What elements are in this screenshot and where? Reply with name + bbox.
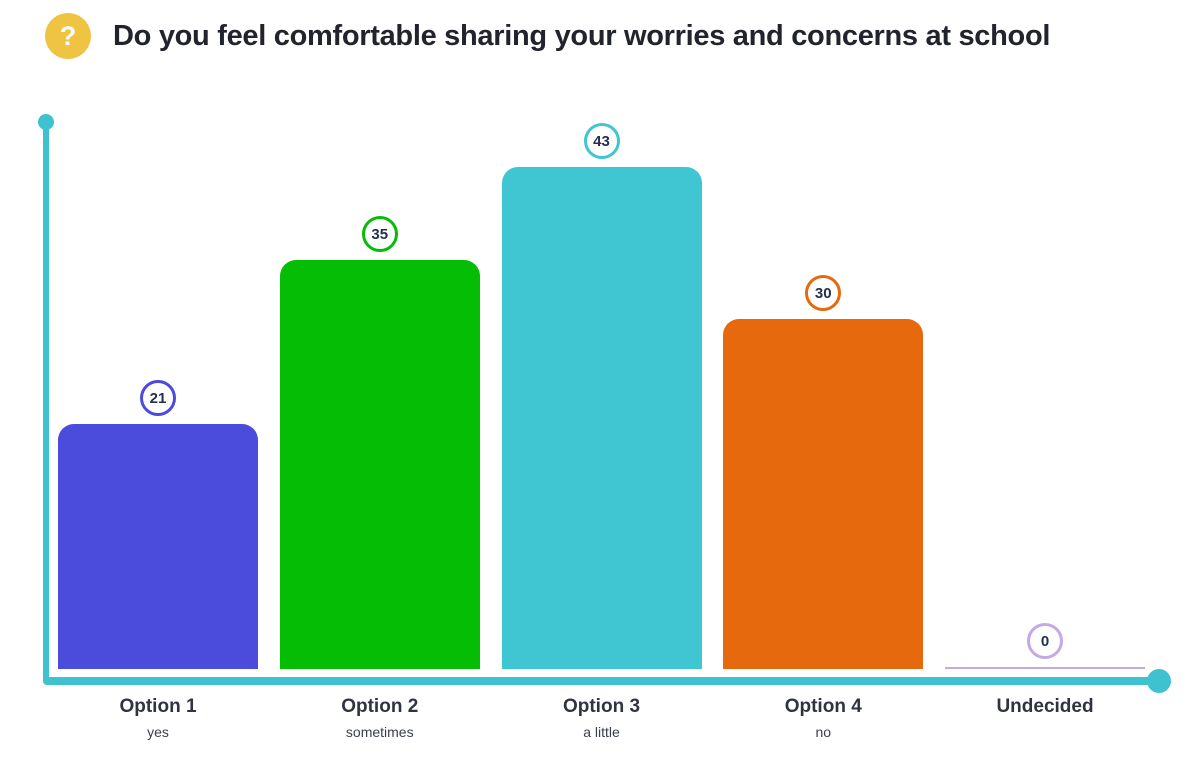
bar xyxy=(501,167,702,669)
x-axis-end-dot xyxy=(1147,669,1171,693)
y-axis xyxy=(43,122,49,682)
category-sublabel: sometimes xyxy=(345,724,414,740)
bar-column: 43 Option 3 a little xyxy=(501,123,702,740)
value-badge: 21 xyxy=(140,380,176,416)
category-label: Option 2 sometimes xyxy=(260,696,500,740)
value-badge: 0 xyxy=(1027,623,1063,659)
category-name: Option 2 xyxy=(341,696,419,717)
category-sublabel: no xyxy=(815,724,832,740)
category-sublabel: a little xyxy=(583,724,620,740)
bar-column: 30 Option 4 no xyxy=(723,275,924,740)
bar-column: 21 Option 1 yes xyxy=(58,380,258,740)
value-badge: 43 xyxy=(583,123,620,159)
bar-column: 35 Option 2 sometimes xyxy=(279,216,480,740)
value-badge: 30 xyxy=(805,275,842,311)
category-label: Option 1 yes xyxy=(38,696,278,740)
category-name: Option 1 xyxy=(119,696,197,717)
question-title: Do you feel comfortable sharing your wor… xyxy=(113,19,1051,52)
category-label: Option 3 a little xyxy=(482,696,722,740)
category-sublabel: yes xyxy=(147,724,169,740)
bar xyxy=(945,667,1145,669)
category-label: Undecided xyxy=(925,696,1165,724)
bar xyxy=(279,260,480,669)
bar xyxy=(58,424,258,669)
x-axis xyxy=(43,677,1159,685)
question-mark-icon: ? xyxy=(45,13,91,59)
bar-column: 0 Undecided xyxy=(945,623,1145,717)
category-name: Option 3 xyxy=(562,696,641,717)
category-name: Option 4 xyxy=(784,696,862,717)
category-name: Undecided xyxy=(996,696,1094,717)
bar-chart: 21 Option 1 yes 35 Option 2 sometimes 43 Option… xyxy=(58,122,1145,740)
bar xyxy=(723,319,924,669)
question-header: ? Do you feel comfortable sharing your w… xyxy=(45,13,1050,59)
value-badge: 35 xyxy=(361,216,398,252)
category-label: Option 4 no xyxy=(703,696,943,740)
